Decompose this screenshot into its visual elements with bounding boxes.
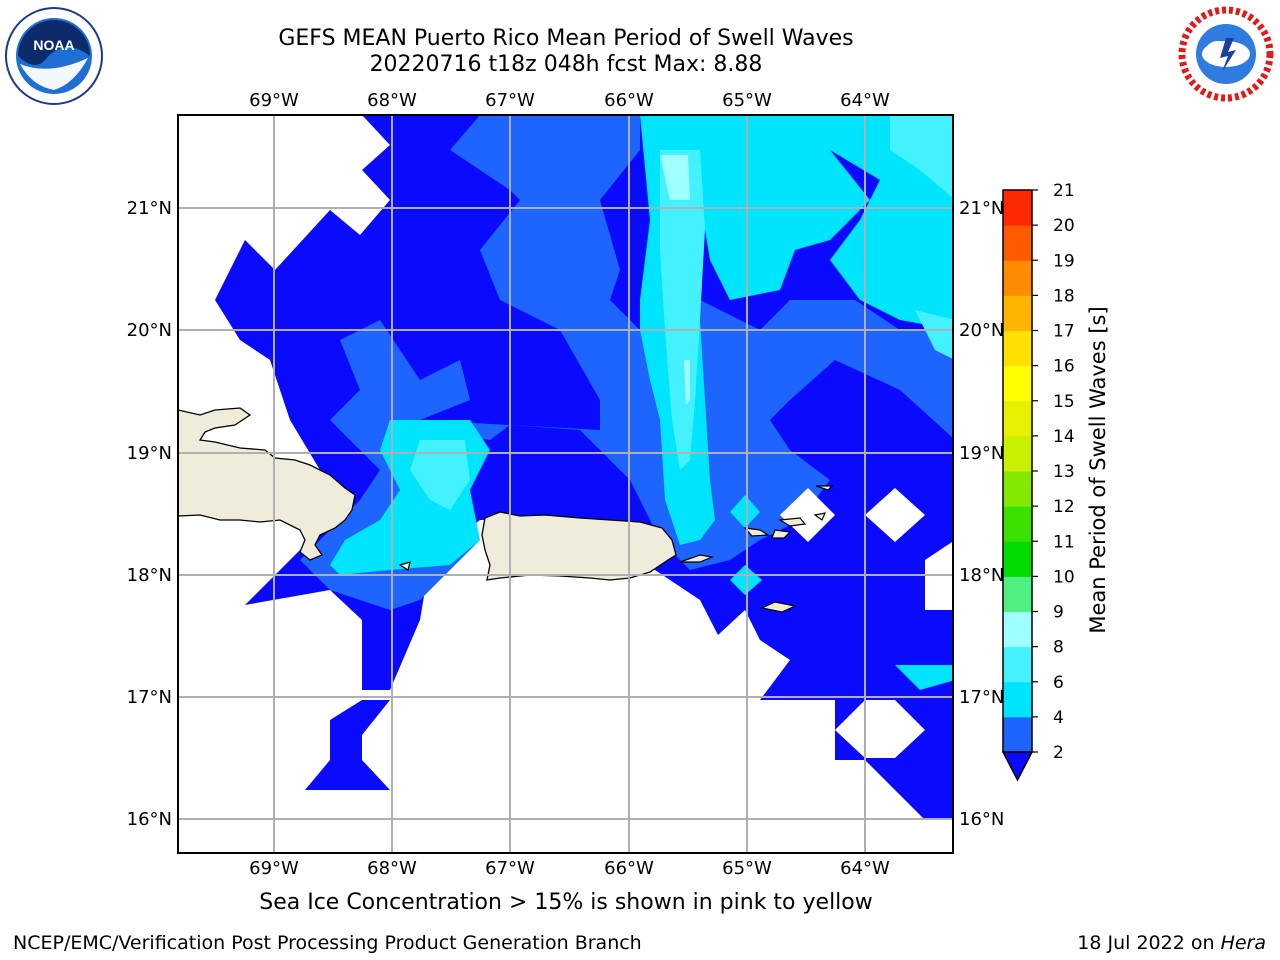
- colorbar-bin: [1003, 506, 1032, 542]
- noaa-logo-text: NOAA: [33, 37, 74, 53]
- lon-labels-bottom: 69°W 68°W 67°W 66°W 65°W 64°W: [249, 858, 890, 879]
- colorbar-tick-label: 2: [1053, 743, 1064, 763]
- colorbar-bin: [1003, 681, 1032, 718]
- colorbar-bin: [1003, 400, 1032, 437]
- colorbar-tick-label: 17: [1053, 322, 1075, 342]
- colorbar-bin: [1003, 716, 1032, 753]
- swell-region-8-9: [660, 155, 690, 200]
- lon-label: 67°W: [485, 90, 535, 111]
- swell-region-6-8-east: [890, 115, 953, 199]
- lat-label: 18°N: [959, 565, 1004, 586]
- colorbar-tick-label: 21: [1053, 181, 1075, 201]
- colorbar-bin: [1003, 330, 1032, 367]
- small-islet: [813, 512, 827, 521]
- land-masses: [178, 407, 834, 613]
- lat-labels-right: 21°N 20°N 19°N 18°N 17°N 16°N: [959, 198, 1004, 830]
- vieques-island: [679, 554, 715, 563]
- colorbar-bin: [1003, 435, 1032, 472]
- lat-label: 21°N: [127, 198, 172, 219]
- colorbar-bin: [1003, 646, 1032, 683]
- colorbar-bin: [1003, 576, 1032, 612]
- swell-region-8-9-b: [684, 360, 690, 405]
- footer-date-text: 18 Jul 2022 on: [1077, 932, 1221, 954]
- lat-label: 19°N: [127, 443, 172, 464]
- colorbar-bin: [1003, 365, 1032, 402]
- sea-ice-note: Sea Ice Concentration > 15% is shown in …: [259, 890, 873, 915]
- colorbar-tick-label: 12: [1053, 497, 1075, 517]
- colorbar-tick-label: 13: [1053, 462, 1075, 482]
- swell-region-6-8-ne: [915, 310, 953, 359]
- lon-label: 64°W: [840, 90, 890, 111]
- graticule: [178, 115, 953, 853]
- virgin-islands: [743, 517, 807, 539]
- lon-label: 65°W: [722, 858, 772, 879]
- st-croix-island: [760, 601, 797, 613]
- swell-region-6-8: [660, 150, 705, 470]
- colorbar-tick-label: 16: [1053, 357, 1075, 377]
- colorbar-tick-label: 10: [1053, 567, 1075, 587]
- lon-label: 68°W: [367, 90, 417, 111]
- lon-label: 69°W: [249, 858, 299, 879]
- title-line-1: GEFS MEAN Puerto Rico Mean Period of Swe…: [278, 26, 854, 51]
- colorbar-bin: [1003, 541, 1032, 577]
- data-gap-1: [780, 488, 835, 542]
- lat-label: 21°N: [959, 198, 1004, 219]
- lat-label: 16°N: [127, 809, 172, 830]
- lon-label: 64°W: [840, 858, 890, 879]
- lat-labels-left: 21°N 20°N 19°N 18°N 17°N 16°N: [127, 198, 172, 830]
- title-line-2: 20220716 t18z 048h fcst Max: 8.88: [369, 52, 763, 77]
- lat-label: 20°N: [959, 320, 1004, 341]
- lat-label: 19°N: [959, 443, 1004, 464]
- lon-labels-top: 69°W 68°W 67°W 66°W 65°W 64°W: [249, 90, 890, 111]
- colorbar-tick-label: 18: [1053, 286, 1075, 306]
- colorbar-tick-label: 4: [1053, 708, 1064, 728]
- lat-label: 20°N: [127, 320, 172, 341]
- lon-label: 65°W: [722, 90, 772, 111]
- colorbar-bin: [1003, 225, 1032, 261]
- colorbar-bin: [1003, 611, 1032, 648]
- footer-host: Hera: [1220, 932, 1266, 954]
- colorbar-bin: [1003, 295, 1032, 331]
- colorbar-extend-arrow: [1001, 751, 1034, 782]
- colorbar-tick-label: 15: [1053, 392, 1075, 412]
- colorbar-tick-label: 20: [1053, 216, 1075, 236]
- colorbar-bin: [1003, 471, 1032, 507]
- colorbar-tick-label: 9: [1053, 603, 1064, 623]
- colorbar-bin: [1003, 260, 1032, 296]
- anegada-island: [815, 485, 834, 491]
- colorbar-tick-label: 14: [1053, 427, 1075, 447]
- lon-label: 69°W: [249, 90, 299, 111]
- data-gap-2: [865, 488, 925, 542]
- colorbar-tick-label: 11: [1053, 532, 1075, 552]
- lat-label: 16°N: [959, 809, 1004, 830]
- lon-label: 67°W: [485, 858, 535, 879]
- colorbar-tick-label: 19: [1053, 251, 1075, 271]
- lat-label: 18°N: [127, 565, 172, 586]
- colorbar-tick-label: 6: [1053, 673, 1064, 693]
- colorbar-bin: [1003, 190, 1032, 226]
- colorbar-label: Mean Period of Swell Waves [s]: [1086, 306, 1110, 633]
- swell-region-under2-south: [305, 700, 390, 790]
- lon-label: 66°W: [604, 858, 654, 879]
- footer-date: 18 Jul 2022 on Hera: [1077, 932, 1266, 954]
- swell-region-4-6-spot1: [730, 495, 760, 528]
- swell-region-2-4: [300, 115, 953, 610]
- footer-credit: NCEP/EMC/Verification Post Processing Pr…: [13, 932, 642, 954]
- noaa-logo: NOAA: [5, 7, 103, 105]
- colorbar: 2 4 6 8 9 10 11 12 13 14 15 16 17 18 19 20 21: [1001, 181, 1075, 782]
- mona-island: [398, 561, 411, 571]
- swell-region-6-8-west: [410, 440, 470, 510]
- swell-region-4-6-spot3: [895, 665, 953, 690]
- lat-label: 17°N: [959, 687, 1004, 708]
- lon-label: 68°W: [367, 858, 417, 879]
- data-gap-3: [835, 700, 925, 758]
- lat-label: 17°N: [127, 687, 172, 708]
- lon-label: 66°W: [604, 90, 654, 111]
- chart-title: GEFS MEAN Puerto Rico Mean Period of Swe…: [180, 26, 952, 78]
- map-frame: [177, 114, 954, 854]
- colorbar-tick-label: 8: [1053, 638, 1064, 658]
- nws-logo: [1178, 6, 1274, 102]
